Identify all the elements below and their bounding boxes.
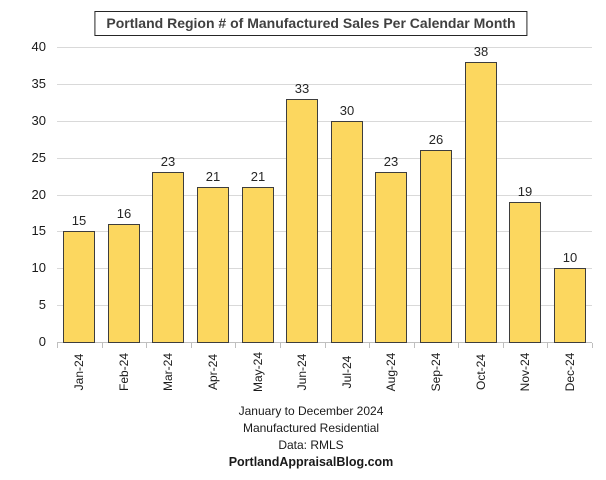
bar-Aug-24 <box>375 172 407 343</box>
axis-tick <box>369 343 370 348</box>
data-label-May-24: 21 <box>250 169 266 184</box>
x-tick-label-Apr-24: Apr-24 <box>206 353 220 391</box>
bar-May-24 <box>242 187 274 343</box>
bar-Jul-24 <box>331 121 363 343</box>
bar-Mar-24 <box>152 172 184 343</box>
x-tick-label-Dec-24: Dec-24 <box>563 352 577 392</box>
axis-tick <box>458 343 459 348</box>
x-tick-label-Sep-24: Sep-24 <box>429 352 443 392</box>
gridline <box>57 158 592 159</box>
bar-Sep-24 <box>420 150 452 343</box>
x-axis-line <box>57 342 592 343</box>
axis-tick <box>146 343 147 348</box>
bar-Nov-24 <box>509 202 541 343</box>
y-tick-label-40: 40 <box>31 39 46 54</box>
data-label-Oct-24: 38 <box>473 44 489 59</box>
bar-Apr-24 <box>197 187 229 343</box>
axis-tick <box>592 343 593 348</box>
axis-tick <box>547 343 548 348</box>
x-tick-label-Jul-24: Jul-24 <box>340 355 354 389</box>
y-tick-label-35: 35 <box>31 76 46 91</box>
y-tick-label-25: 25 <box>31 150 46 165</box>
gridline <box>57 121 592 122</box>
footer-date-range: January to December 2024 <box>238 404 384 418</box>
x-tick-label-Jan-24: Jan-24 <box>72 353 86 391</box>
x-tick-label-Mar-24: Mar-24 <box>161 352 175 392</box>
data-label-Mar-24: 23 <box>160 154 176 169</box>
y-tick-label-30: 30 <box>31 113 46 128</box>
y-tick-label-5: 5 <box>38 297 46 312</box>
x-tick-label-Feb-24: Feb-24 <box>117 352 131 392</box>
gridline <box>57 84 592 85</box>
y-tick-label-15: 15 <box>31 223 46 238</box>
x-tick-label-Jun-24: Jun-24 <box>295 353 309 391</box>
data-label-Aug-24: 23 <box>383 154 399 169</box>
y-tick-label-20: 20 <box>31 187 46 202</box>
axis-tick <box>280 343 281 348</box>
gridline <box>57 268 592 269</box>
data-label-Jul-24: 30 <box>339 103 355 118</box>
data-label-Nov-24: 19 <box>517 184 533 199</box>
axis-tick <box>102 343 103 348</box>
bar-Jun-24 <box>286 99 318 343</box>
footer-data-source: Data: RMLS <box>278 438 344 452</box>
bar-Oct-24 <box>465 62 497 343</box>
axis-tick <box>191 343 192 348</box>
x-tick-label-Nov-24: Nov-24 <box>518 352 532 392</box>
data-label-Jun-24: 33 <box>294 81 310 96</box>
bar-Jan-24 <box>63 231 95 343</box>
gridline <box>57 47 592 48</box>
gridline <box>57 305 592 306</box>
x-tick-label-May-24: May-24 <box>251 351 265 393</box>
axis-tick <box>235 343 236 348</box>
bar-Dec-24 <box>554 268 586 343</box>
gridline <box>57 231 592 232</box>
data-label-Dec-24: 10 <box>562 250 578 265</box>
footer-property-type: Manufactured Residential <box>242 421 380 435</box>
axis-tick <box>503 343 504 348</box>
data-label-Apr-24: 21 <box>205 169 221 184</box>
bar-Feb-24 <box>108 224 140 343</box>
axis-tick <box>325 343 326 348</box>
axis-tick <box>414 343 415 348</box>
x-tick-label-Aug-24: Aug-24 <box>384 352 398 392</box>
data-label-Jan-24: 15 <box>71 213 87 228</box>
data-label-Sep-24: 26 <box>428 132 444 147</box>
y-tick-label-0: 0 <box>38 334 46 349</box>
axis-tick <box>57 343 58 348</box>
gridline <box>57 195 592 196</box>
x-tick-label-Oct-24: Oct-24 <box>474 353 488 391</box>
y-tick-label-10: 10 <box>31 260 46 275</box>
footer-site-name: PortlandAppraisalBlog.com <box>228 455 394 469</box>
plot-area: 15 16 23 21 21 33 30 23 26 38 19 10 <box>57 44 593 348</box>
chart-footer: January to December 2024 Manufactured Re… <box>8 403 606 471</box>
chart-title: Portland Region # of Manufactured Sales … <box>94 11 528 36</box>
data-label-Feb-24: 16 <box>116 206 132 221</box>
